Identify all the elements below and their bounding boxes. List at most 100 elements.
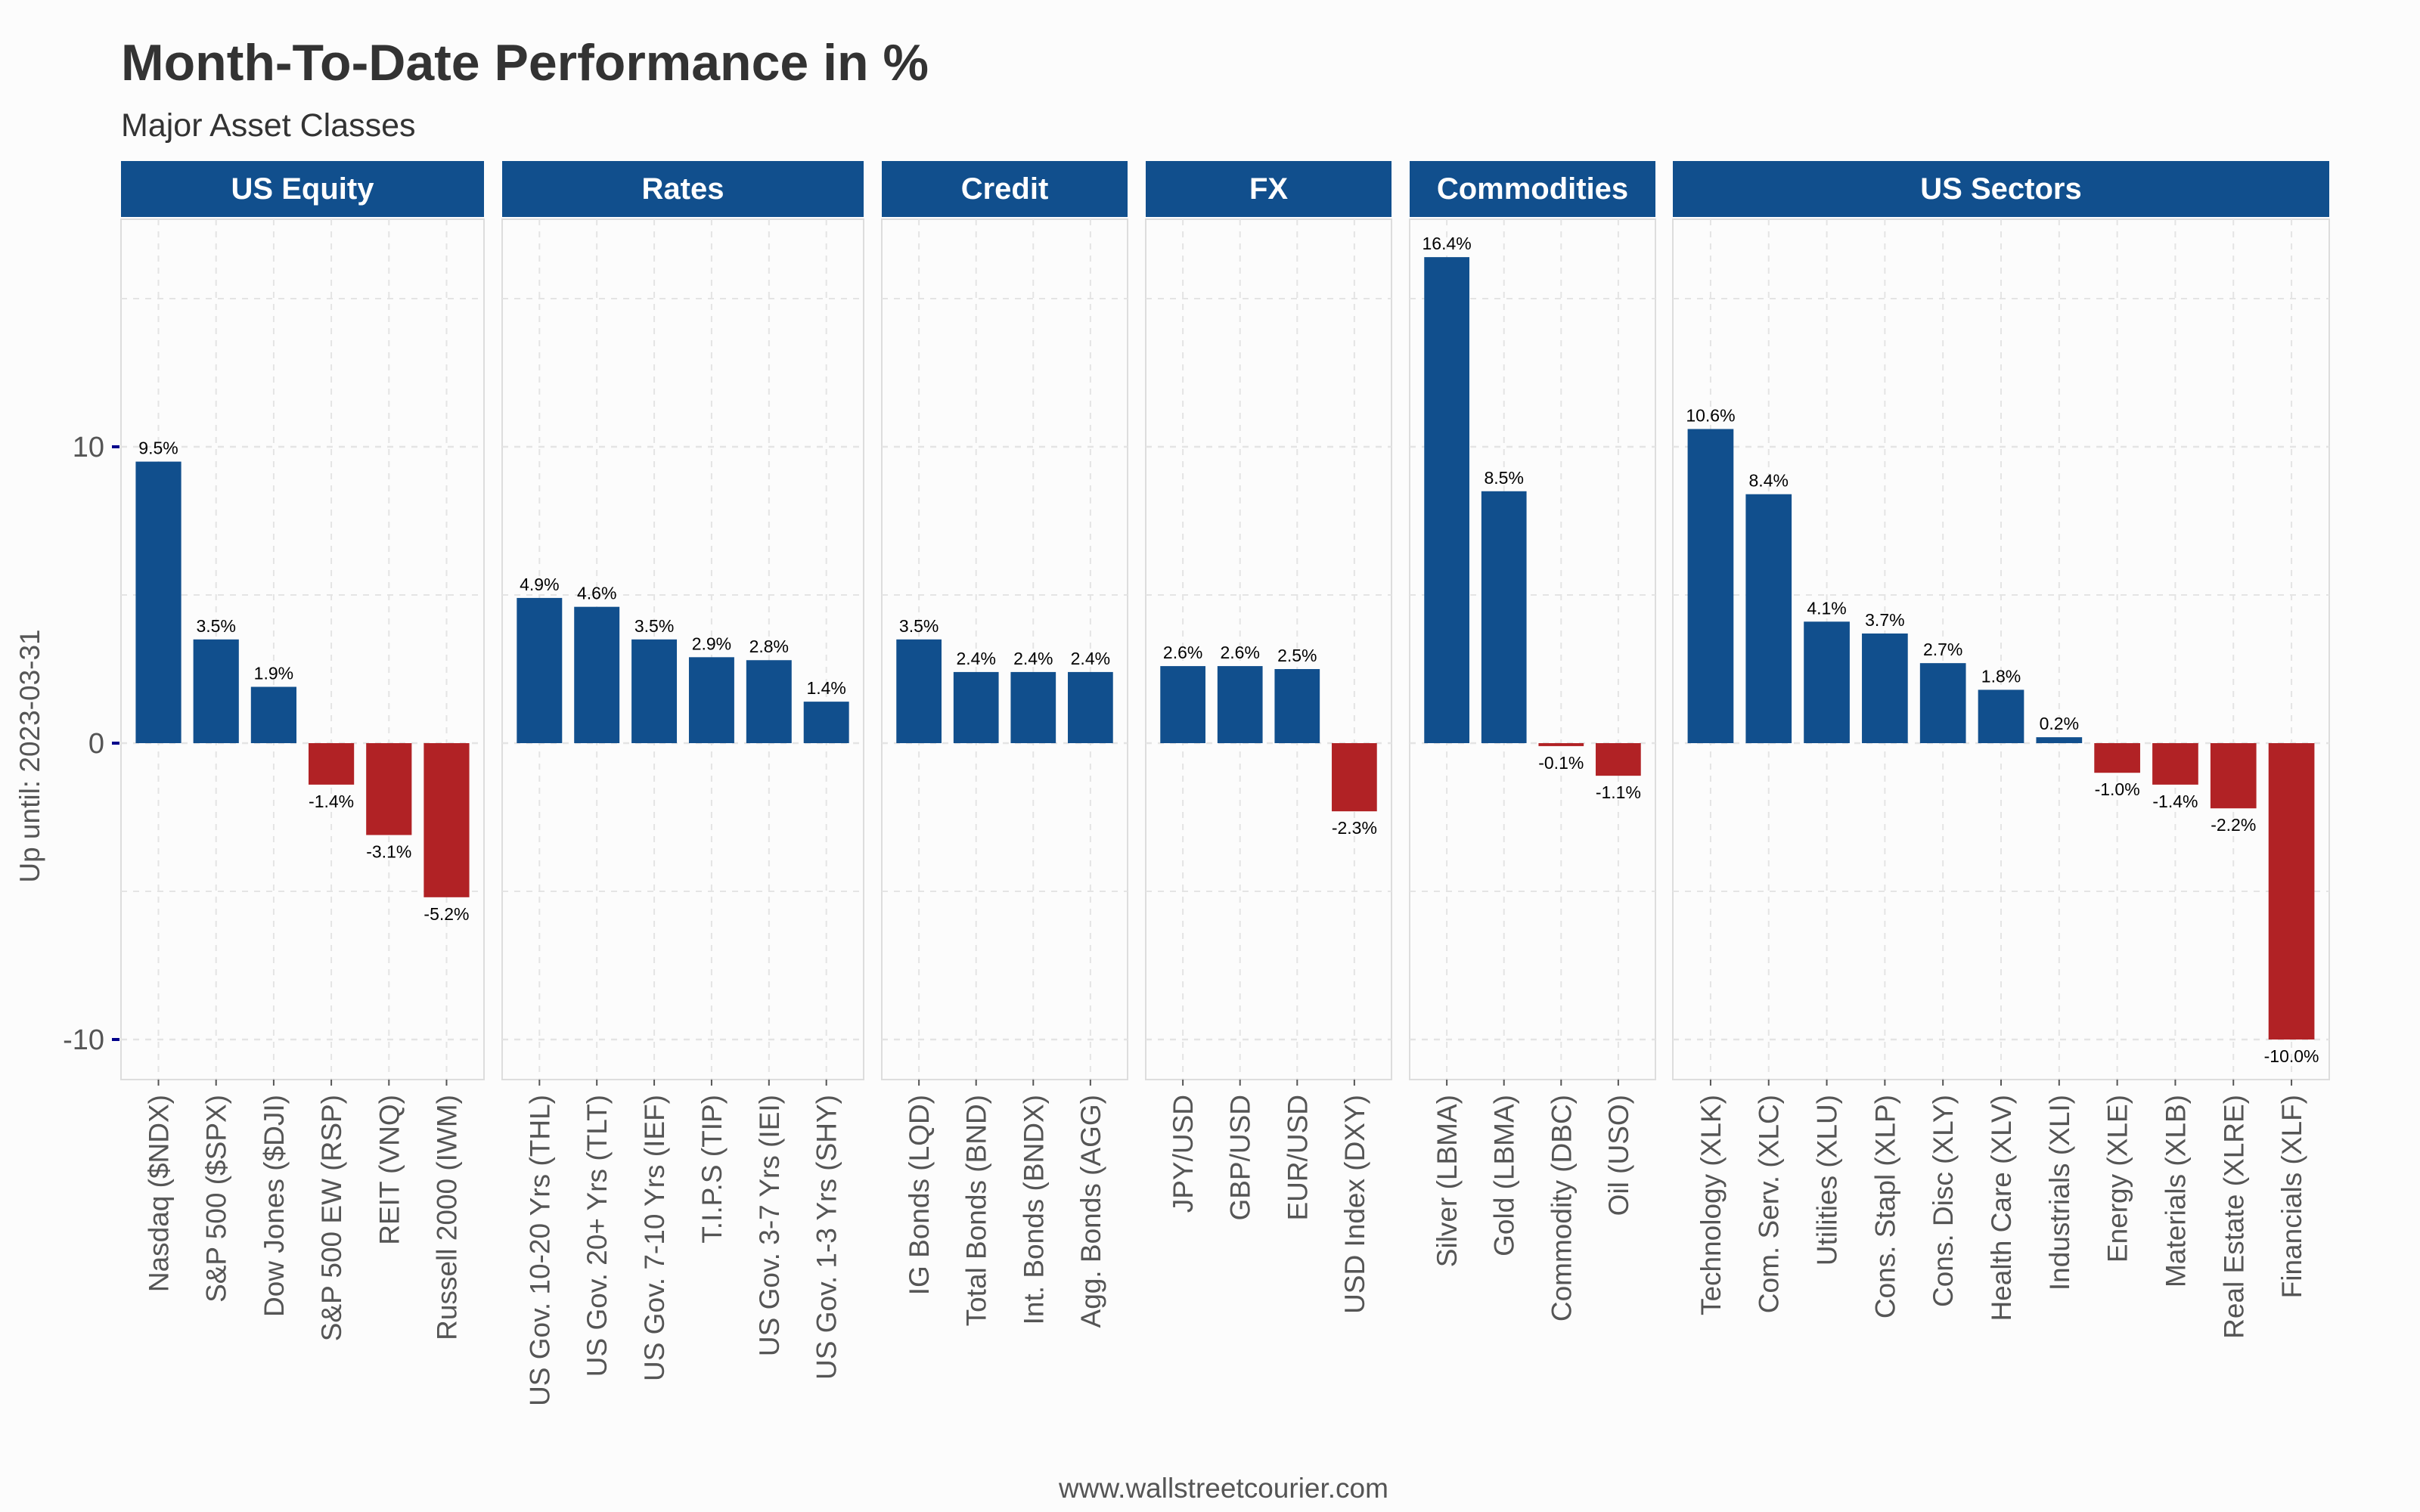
y-tick-label: 10 [73,432,104,463]
bar [1804,621,1850,743]
bar [1424,257,1469,743]
panel-plot-area [501,218,864,1080]
bar [2036,737,2083,743]
bar [631,639,678,743]
x-tick-label: Technology (XLK) [1696,1095,1727,1315]
x-tick-label: US Gov. 3-7 Yrs (IEI) [754,1095,785,1356]
x-tick-label: Utilities (XLU) [1812,1095,1843,1266]
x-tick-label: Com. Serv. (XLC) [1754,1095,1785,1313]
x-tick-label: Total Bonds (BND) [961,1095,992,1326]
panel-us-sectors: US Sectors 10.6% Technology (XLK) 8.4% Com. … [1672,161,2330,1339]
bar [2210,743,2257,809]
panel-strip-label: US Equity [231,172,375,206]
data-label: 3.5% [899,616,939,636]
data-label: 2.8% [749,637,789,656]
data-label: 3.5% [196,616,235,636]
data-label: 10.6% [1686,405,1735,425]
data-label: -10.0% [2264,1046,2319,1066]
data-label: 9.5% [138,438,178,458]
panel-strip-label: Rates [642,172,724,206]
x-tick-label: Int. Bonds (BNDX) [1018,1095,1049,1325]
x-tick-label: Cons. Disc (XLY) [1928,1095,1959,1307]
x-tick-label: US Gov. 20+ Yrs (TLT) [582,1095,613,1377]
data-label: 3.5% [634,616,674,636]
x-tick-label: Health Care (XLV) [1986,1095,2017,1321]
data-label: -1.4% [2152,792,2198,811]
bar [688,657,734,743]
x-tick-label: T.I.P.S (TIP) [697,1095,728,1244]
data-label: 2.9% [692,634,731,653]
x-tick-label: US Gov. 7-10 Yrs (IEF) [639,1095,670,1381]
x-tick-label: Gold (LBMA) [1489,1095,1520,1256]
bar [2094,743,2140,773]
bar [193,639,239,743]
x-tick-label: Russell 2000 (IWM) [431,1095,462,1340]
data-label: -2.2% [2211,815,2256,835]
panel-commodities: Commodities 16.4% Silver (LBMA) 8.5% Gold (L… [1409,161,1656,1321]
panel-strip [1410,161,1655,217]
footer-source: www.wallstreetcourier.com [1058,1473,1388,1504]
bar [1862,633,1908,743]
x-tick-label: US Gov. 1-3 Yrs (SHY) [811,1095,842,1380]
x-tick-label: S&P 500 ($SPX) [201,1095,232,1303]
bar [2152,743,2198,785]
plot-panels: US Equity 9.5% Nasdaq ($NDX) 3.5% S&P 500 ($… [120,161,2330,1406]
panel-credit: Credit 3.5% IG Bonds (LQD) 2.4% Total Bonds … [881,161,1128,1328]
bar [135,461,182,743]
panel-fx: FX 2.6% JPY/USD 2.6% GBP/USD 2.5% EUR/USD -2.3%… [1145,161,1392,1314]
x-tick-label: Materials (XLB) [2160,1095,2191,1287]
x-tick-label: GBP/USD [1225,1095,1256,1221]
bar [1274,669,1320,743]
panel-strip [1146,161,1392,217]
bar [1160,666,1205,743]
data-label: 2.5% [1277,646,1317,665]
panel-strip [1673,161,2329,217]
bar [424,743,470,897]
bar [574,606,620,743]
data-label: 2.6% [1163,643,1202,662]
data-label: -2.3% [1332,818,1377,838]
bar [896,639,942,743]
data-label: -5.2% [424,904,469,924]
data-label: 2.7% [1923,640,1962,659]
x-tick-label: US Gov. 10-20 Yrs (THL) [524,1095,555,1406]
data-label: 1.4% [806,678,845,698]
data-label: 16.4% [1423,234,1472,253]
bar [1068,671,1113,743]
x-tick-label: Dow Jones ($DJI) [259,1095,290,1317]
bar [746,660,792,743]
x-tick-label: EUR/USD [1282,1095,1313,1221]
data-label: 1.8% [1981,666,2021,686]
data-label: -1.0% [2095,779,2140,799]
y-axis: -10 0 10 [63,432,119,1056]
x-tick-label: Silver (LBMA) [1432,1095,1463,1267]
bar [803,702,849,743]
x-tick-label: Agg. Bonds (AGG) [1075,1095,1106,1328]
data-label: 4.6% [577,584,616,603]
panel-strip [502,161,864,217]
panel-strip [121,161,484,217]
data-label: 4.9% [520,575,559,594]
panel-strip-label: Commodities [1437,172,1628,206]
data-label: 2.4% [1013,649,1053,668]
x-tick-label: Industrials (XLI) [2044,1095,2075,1290]
panel-plot-area [1145,218,1392,1080]
bar [1745,494,1792,743]
bar [366,743,412,835]
bar [953,671,999,743]
data-label: 1.9% [254,664,293,683]
bar [1538,743,1584,746]
panel-strip-label: FX [1249,172,1288,206]
bar [1332,743,1377,812]
y-tick-label: -10 [63,1024,104,1056]
data-label: -0.1% [1538,753,1584,773]
panel-plot-area [120,218,485,1080]
data-label: 0.2% [2040,714,2079,733]
bar [1596,743,1641,776]
panel-strip [882,161,1128,217]
panel-rates: Rates 4.9% US Gov. 10-20 Yrs (THL) 4.6% US G… [501,161,864,1406]
y-tick-label: 0 [88,728,104,760]
bar [1919,663,1966,743]
data-label: 8.4% [1749,471,1789,491]
